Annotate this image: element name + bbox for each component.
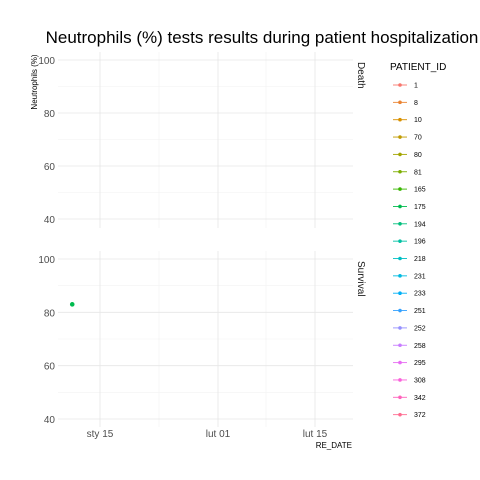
legend-label: 175 xyxy=(414,204,426,211)
legend-item: 295 xyxy=(393,360,426,367)
legend-label: 218 xyxy=(414,256,426,263)
legend-label: 295 xyxy=(414,360,426,367)
legend-label: 233 xyxy=(414,291,426,298)
legend-item: 252 xyxy=(393,325,426,332)
x-tick-label: lut 01 xyxy=(206,429,231,440)
legend-title: PATIENT_ID xyxy=(390,62,446,73)
legend-label: 196 xyxy=(414,239,426,246)
legend-key-point xyxy=(398,291,402,296)
legend-label: 1 xyxy=(414,83,418,90)
legend-label: 10 xyxy=(414,117,422,124)
facet-panel-death: 40 60 80 100 Death xyxy=(38,52,366,228)
chart-title: Neutrophils (%) tests results during pat… xyxy=(46,28,479,47)
legend-key-point xyxy=(398,256,402,261)
legend-item: 194 xyxy=(393,221,426,228)
legend-key-point xyxy=(398,117,402,122)
legend-key-point xyxy=(398,83,402,87)
legend-item: 372 xyxy=(393,412,426,419)
legend-key-point xyxy=(398,187,402,191)
legend-item: 258 xyxy=(393,343,426,350)
legend: 1 8 10 70 80 81 165 175 194 196 218 231 233 251 252 258… xyxy=(393,83,426,419)
legend-key-point xyxy=(398,326,402,330)
legend-key-point xyxy=(398,274,402,278)
legend-item: 251 xyxy=(393,308,426,315)
legend-key-point xyxy=(398,100,402,105)
legend-key-point xyxy=(398,222,402,226)
legend-label: 258 xyxy=(414,343,426,350)
legend-item: 218 xyxy=(393,256,426,263)
legend-key-point xyxy=(398,204,402,209)
legend-key-point xyxy=(398,343,402,348)
legend-key-point xyxy=(398,169,402,174)
x-tick-label: lut 15 xyxy=(303,429,328,440)
legend-item: 8 xyxy=(393,100,418,107)
legend-item: 233 xyxy=(393,291,426,298)
legend-key-point xyxy=(398,395,402,400)
legend-key-point xyxy=(398,135,402,139)
facet-panel-survival: 40 60 80 100 Survival xyxy=(38,251,366,427)
legend-label: 8 xyxy=(414,100,418,107)
legend-key-point xyxy=(398,412,402,417)
legend-label: 81 xyxy=(414,169,422,176)
y-tick-label: 60 xyxy=(44,362,56,373)
legend-item: 10 xyxy=(393,117,422,124)
legend-label: 251 xyxy=(414,308,426,315)
legend-item: 1 xyxy=(393,83,418,90)
facet-strip-survival: Survival xyxy=(355,261,366,297)
legend-item: 231 xyxy=(393,273,426,280)
facet-strip-death: Death xyxy=(355,62,366,89)
legend-item: 70 xyxy=(393,135,422,142)
legend-item: 308 xyxy=(393,377,426,384)
y-axis-title: Neutrophils (%) xyxy=(30,54,39,109)
y-tick-label: 100 xyxy=(38,56,55,67)
legend-key-point xyxy=(398,239,402,243)
y-tick-label: 60 xyxy=(44,162,56,173)
legend-label: 194 xyxy=(414,221,426,228)
legend-key-point xyxy=(398,152,402,157)
x-axis-title: RE_DATE xyxy=(316,441,352,450)
legend-item: 80 xyxy=(393,152,422,159)
legend-item: 196 xyxy=(393,239,426,246)
legend-label: 342 xyxy=(414,395,426,402)
legend-label: 252 xyxy=(414,325,426,332)
legend-item: 342 xyxy=(393,395,426,402)
y-tick-label: 80 xyxy=(44,109,56,120)
legend-key-point xyxy=(398,378,402,382)
legend-key-point xyxy=(398,308,402,313)
data-point xyxy=(69,302,75,307)
y-tick-label: 40 xyxy=(44,415,56,426)
x-tick-label: sty 15 xyxy=(87,429,114,440)
legend-label: 70 xyxy=(414,135,422,142)
y-tick-label: 100 xyxy=(38,255,55,266)
legend-item: 175 xyxy=(393,204,426,211)
legend-key-point xyxy=(398,360,402,365)
legend-item: 81 xyxy=(393,169,422,176)
facet-panels: 40 60 80 100 Death 40 60 80 100 Survival sty 15 lut… xyxy=(38,52,366,440)
legend-label: 165 xyxy=(414,187,426,194)
y-tick-label: 40 xyxy=(44,215,56,226)
y-tick-label: 80 xyxy=(44,308,56,319)
legend-label: 372 xyxy=(414,412,426,419)
legend-label: 80 xyxy=(414,152,422,159)
legend-item: 165 xyxy=(393,187,426,194)
legend-label: 308 xyxy=(414,377,426,384)
legend-label: 231 xyxy=(414,273,426,280)
